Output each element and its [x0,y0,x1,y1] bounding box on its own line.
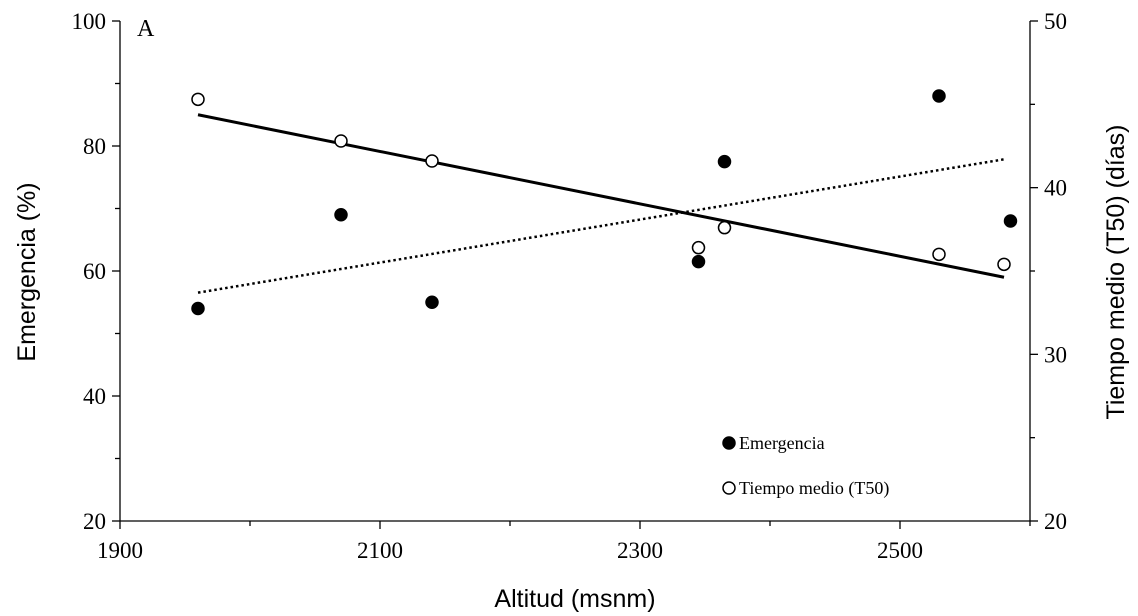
x-tick-label: 1900 [97,538,143,563]
y-right-tick-label: 50 [1044,9,1067,34]
point-emergencia [1003,214,1018,228]
point-emergencia [191,301,205,316]
point-tiempo-medio [691,240,706,255]
trend-line-emergencia [197,113,1005,279]
axes [112,20,1038,529]
y-left-tick-label: 60 [83,259,106,284]
y-left-tick-label: 20 [83,509,106,534]
point-tiempo-medio [997,257,1011,272]
point-tiempo-medio [191,92,205,107]
data-points [191,89,1018,316]
panel-label: A [137,16,155,42]
legend: Emergencia Tiempo medio (T50) [722,433,889,499]
y-right-tick-label: 30 [1044,342,1067,367]
point-emergencia [932,89,946,103]
x-tick-label: 2100 [357,538,403,563]
x-tick-label: 2300 [617,538,663,563]
point-emergencia [334,208,348,222]
y-axis-title-right: Tiempo medio (T50) (días) [1102,125,1130,420]
point-emergencia [717,154,732,169]
legend-marker-emergencia [722,436,736,450]
y-left-tick-label: 40 [83,384,106,409]
legend-label-tiempo-medio: Tiempo medio (T50) [739,478,889,499]
trend-line-tiempo-medio [197,158,1005,294]
point-tiempo-medio [717,220,732,235]
legend-marker-tiempo-medio [722,481,736,495]
trend-lines [197,113,1005,294]
y-axis-title-left: Emergencia (%) [13,182,41,361]
legend-label-emergencia: Emergencia [739,433,825,453]
y-left-tick-label: 100 [72,9,107,34]
y-right-tick-label: 40 [1044,176,1067,201]
y-left-tick-label: 80 [83,134,106,159]
point-emergencia [691,254,706,269]
point-emergencia [425,295,439,309]
point-tiempo-medio [425,154,439,168]
x-axis-title: Altitud (msnm) [494,585,655,613]
point-tiempo-medio [932,247,946,262]
tick-labels: 1900 2100 2300 2500 20 40 60 80 100 20 30 40 50 [72,9,1068,563]
x-tick-label: 2500 [877,538,923,563]
point-tiempo-medio [334,134,348,148]
y-right-tick-label: 20 [1044,509,1067,534]
